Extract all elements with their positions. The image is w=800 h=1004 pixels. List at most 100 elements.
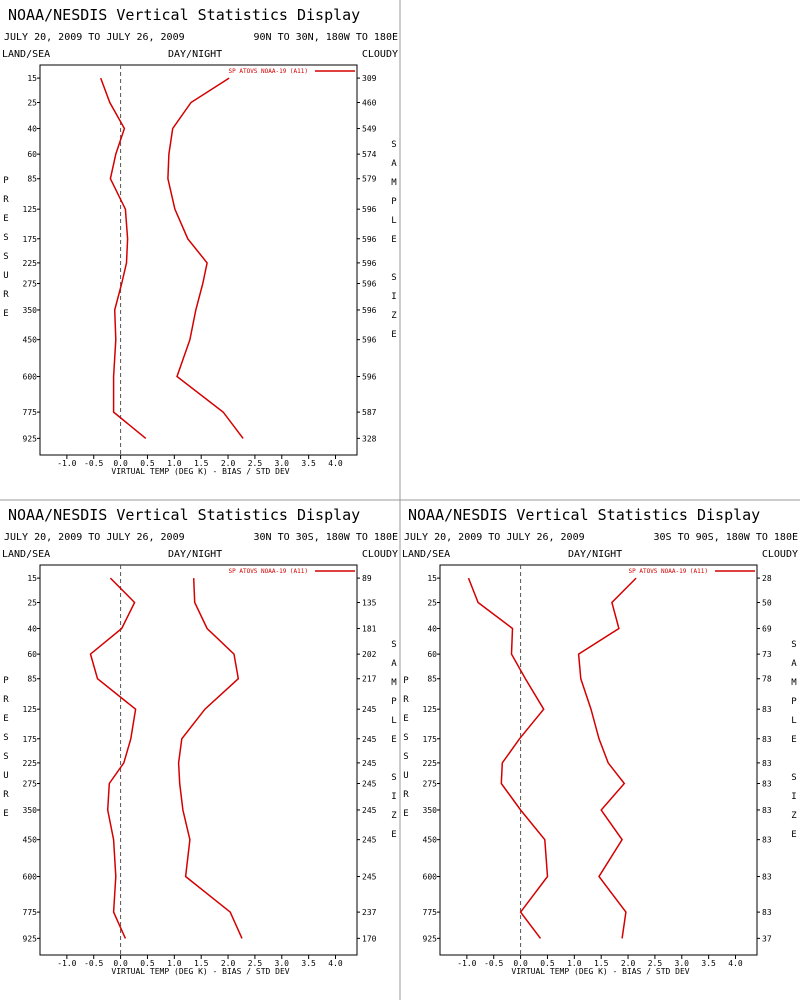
y-tick-label: 275 xyxy=(423,779,438,788)
x-axis-label: VIRTUAL TEMP (DEG K) - BIAS / STD DEV xyxy=(111,967,289,976)
sample-size-label: 37 xyxy=(762,934,772,943)
x-tick-label: 0.0 xyxy=(113,959,128,968)
y-tick-label: 85 xyxy=(27,175,37,184)
x-tick-label: 0.5 xyxy=(140,459,155,468)
x-tick-label: 1.5 xyxy=(194,959,209,968)
stats-panel: NOAA/NESDIS Vertical Statistics Display J… xyxy=(1,506,399,976)
std-dev-line xyxy=(577,577,637,939)
sample-size-label: 28 xyxy=(762,574,772,583)
y-tick-label: 15 xyxy=(27,74,37,83)
x-tick-label: 0.0 xyxy=(113,459,128,468)
sample-size-label: 587 xyxy=(362,408,377,417)
stats-panel: NOAA/NESDIS Vertical Statistics Display J… xyxy=(401,506,799,976)
plot-frame xyxy=(39,64,358,456)
stats-panel: NOAA/NESDIS Vertical Statistics Display J… xyxy=(1,6,399,476)
sample-size-label: 596 xyxy=(362,235,377,244)
x-tick-label: 3.5 xyxy=(301,959,316,968)
y-tick-label: 225 xyxy=(23,259,38,268)
y-tick-label: 600 xyxy=(23,873,38,882)
x-tick-label: 3.5 xyxy=(701,959,716,968)
y-tick-label: 175 xyxy=(423,735,438,744)
date-range: JULY 20, 2009 TO JULY 26, 2009 xyxy=(404,532,585,543)
y-tick-label: 40 xyxy=(27,625,37,634)
y-tick-label: 775 xyxy=(423,908,438,917)
sample-size-label: 309 xyxy=(362,74,377,83)
x-tick-label: -0.5 xyxy=(84,459,103,468)
sample-size-label: 83 xyxy=(762,806,772,815)
y-axis-label: PRESSURE xyxy=(401,676,411,828)
sample-size-label: 83 xyxy=(762,705,772,714)
sample-size-label: 328 xyxy=(362,434,377,443)
x-tick-label: 3.5 xyxy=(301,459,316,468)
y-tick-label: 350 xyxy=(423,806,438,815)
std-dev-line xyxy=(177,578,243,939)
land-sea: LAND/SEA xyxy=(402,549,450,560)
y-tick-label: 60 xyxy=(27,150,37,159)
x-tick-label: 1.0 xyxy=(167,959,182,968)
sample-size-label: 596 xyxy=(362,205,377,214)
x-tick-label: -0.5 xyxy=(484,959,503,968)
x-tick-label: 2.5 xyxy=(248,959,263,968)
date-range: JULY 20, 2009 TO JULY 26, 2009 xyxy=(4,32,185,43)
y-tick-label: 450 xyxy=(23,836,38,845)
x-tick-label: 3.0 xyxy=(275,459,290,468)
y2-axis-label: SAMPLE SIZE xyxy=(389,140,399,349)
cloudy: CLOUDY xyxy=(362,549,398,560)
sample-size-label: 83 xyxy=(762,908,772,917)
x-axis-label: VIRTUAL TEMP (DEG K) - BIAS / STD DEV xyxy=(111,467,289,476)
x-tick-label: 0.5 xyxy=(140,959,155,968)
y-tick-label: 925 xyxy=(23,934,38,943)
panel-title: NOAA/NESDIS Vertical Statistics Display xyxy=(408,506,760,524)
sample-size-label: 245 xyxy=(362,779,377,788)
x-tick-label: 3.0 xyxy=(675,959,690,968)
sample-size-label: 181 xyxy=(362,625,377,634)
sample-size-label: 574 xyxy=(362,150,377,159)
land-sea: LAND/SEA xyxy=(2,49,50,60)
y-tick-label: 775 xyxy=(23,908,38,917)
y-tick-label: 350 xyxy=(23,806,38,815)
x-tick-label: 4.0 xyxy=(328,459,343,468)
sample-size-label: 83 xyxy=(762,779,772,788)
region: 30S TO 90S, 180W TO 180E xyxy=(654,532,799,543)
std-dev-line xyxy=(167,77,244,439)
y-tick-label: 450 xyxy=(23,336,38,345)
y-tick-label: 175 xyxy=(23,735,38,744)
legend-label: SP ATOVS NOAA-19 (A11) xyxy=(229,568,308,575)
sample-size-label: 135 xyxy=(362,599,377,608)
sample-size-label: 596 xyxy=(362,373,377,382)
panel-title: NOAA/NESDIS Vertical Statistics Display xyxy=(8,506,360,524)
sample-size-label: 202 xyxy=(362,650,377,659)
y-tick-label: 275 xyxy=(23,279,38,288)
y-tick-label: 85 xyxy=(427,675,437,684)
y-tick-label: 125 xyxy=(423,705,438,714)
y-tick-label: 125 xyxy=(23,205,38,214)
x-tick-label: 0.5 xyxy=(540,959,555,968)
y-tick-label: 775 xyxy=(23,408,38,417)
y-tick-label: 925 xyxy=(23,434,38,443)
y-tick-label: 275 xyxy=(23,779,38,788)
y-tick-label: 25 xyxy=(27,599,37,608)
x-tick-label: -0.5 xyxy=(84,959,103,968)
sample-size-label: 237 xyxy=(362,908,377,917)
x-tick-label: 2.0 xyxy=(621,959,636,968)
x-tick-label: 2.0 xyxy=(221,959,236,968)
sample-size-label: 50 xyxy=(762,599,772,608)
x-tick-label: 4.0 xyxy=(328,959,343,968)
land-sea: LAND/SEA xyxy=(2,549,50,560)
sample-size-label: 245 xyxy=(362,735,377,744)
sample-size-label: 579 xyxy=(362,175,377,184)
bias-line xyxy=(99,77,147,439)
bias-line xyxy=(89,577,137,939)
y-tick-label: 25 xyxy=(427,599,437,608)
region: 90N TO 30N, 180W TO 180E xyxy=(254,32,399,43)
y-axis-label: PRESSURE xyxy=(1,176,11,328)
x-tick-label: 2.5 xyxy=(248,459,263,468)
sample-size-label: 245 xyxy=(362,806,377,815)
sample-size-label: 78 xyxy=(762,675,772,684)
sample-size-label: 245 xyxy=(362,836,377,845)
date-range: JULY 20, 2009 TO JULY 26, 2009 xyxy=(4,532,185,543)
x-tick-label: 2.0 xyxy=(221,459,236,468)
sample-size-label: 69 xyxy=(762,625,772,634)
x-tick-label: -1.0 xyxy=(57,959,76,968)
sample-size-label: 596 xyxy=(362,336,377,345)
